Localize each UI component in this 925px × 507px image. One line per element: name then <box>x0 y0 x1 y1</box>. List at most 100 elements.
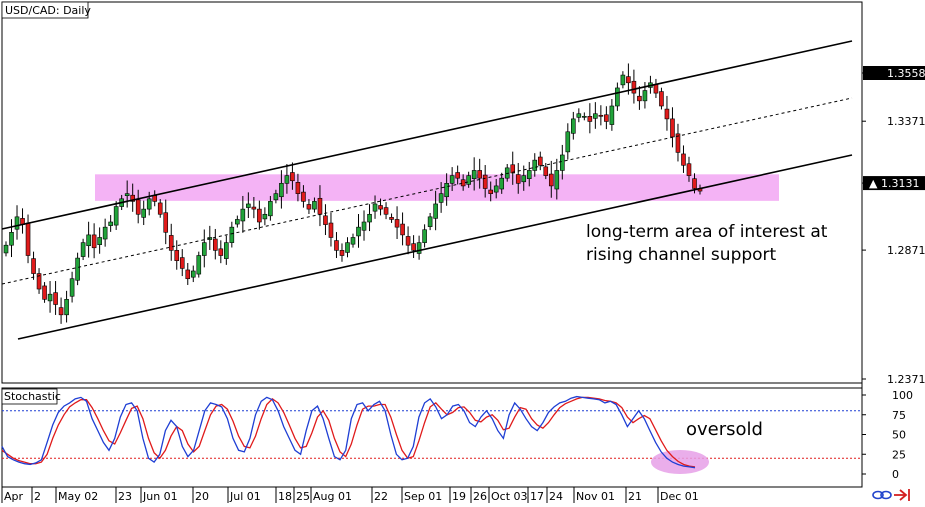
candle <box>102 218 108 247</box>
candle-body <box>444 183 449 198</box>
candle <box>433 190 438 231</box>
candle <box>130 183 135 212</box>
candle-body <box>124 193 130 197</box>
candle <box>477 158 482 189</box>
candle-body <box>179 257 185 269</box>
candle <box>124 180 130 208</box>
candle <box>257 200 262 230</box>
candle-body <box>659 91 664 107</box>
candle-body <box>389 217 394 220</box>
candle <box>179 249 185 277</box>
candle-body <box>64 299 69 316</box>
candle-body <box>692 178 697 189</box>
candle <box>438 182 444 213</box>
date-tick-label: 2 <box>34 490 41 503</box>
candle-body <box>53 292 58 305</box>
candle <box>565 123 571 160</box>
candle-body <box>455 172 460 179</box>
candle <box>91 223 97 259</box>
date-axis-layer: Apr 2 May 02 23 Jun 01 20 Jul 01 18 25 Aug 01 22 Se… <box>1 487 699 503</box>
candle-body <box>488 189 493 194</box>
candle-body <box>427 216 433 227</box>
candle <box>108 215 113 232</box>
scroll-right-icon[interactable] <box>894 489 910 501</box>
candle-body <box>576 113 582 118</box>
candle-body <box>493 185 499 193</box>
candle-body <box>130 194 135 202</box>
candle <box>262 207 268 226</box>
current-price-label: ▲ 1.3131 <box>869 177 919 190</box>
candle <box>141 200 146 226</box>
candle-body <box>185 269 191 280</box>
date-tick-label: Apr <box>4 490 24 503</box>
interest-zone <box>95 174 779 201</box>
candle-body <box>521 175 527 183</box>
date-tick-label: 25 <box>296 490 310 503</box>
candle-body <box>9 232 14 246</box>
candle-body <box>499 177 505 190</box>
candle <box>587 103 593 134</box>
candle-body <box>631 80 637 94</box>
candle-body <box>317 197 323 215</box>
candle <box>323 204 328 236</box>
candle <box>218 240 224 264</box>
candle <box>449 167 455 191</box>
candle-body <box>69 278 75 297</box>
candle-body <box>587 116 593 122</box>
candle-body <box>675 133 681 153</box>
stoch-d-line <box>1 396 696 468</box>
candle <box>14 205 20 240</box>
candle <box>427 212 433 231</box>
candle-body <box>598 114 604 117</box>
candle <box>416 235 422 260</box>
link-icon[interactable] <box>872 490 892 500</box>
candle <box>163 199 169 245</box>
date-tick-label: 20 <box>195 490 209 503</box>
candle-body <box>213 238 218 251</box>
candle <box>201 229 207 268</box>
candle <box>345 237 350 258</box>
candle-body <box>565 131 571 153</box>
candle <box>42 282 47 303</box>
candle-body <box>163 212 169 233</box>
candle <box>306 199 312 214</box>
stoch-tick-label: 75 <box>892 409 906 422</box>
candle-body <box>438 193 444 203</box>
candle <box>488 181 493 202</box>
zone-annotation-line1: long-term area of interest at <box>586 222 828 242</box>
candle <box>157 199 163 218</box>
candle-body <box>449 175 455 184</box>
candle-body <box>582 116 587 118</box>
candle <box>235 215 240 228</box>
candle <box>36 268 42 294</box>
candle <box>268 195 273 221</box>
candle <box>515 162 521 194</box>
candle-body <box>279 183 284 198</box>
highlight-price-tag <box>863 66 925 80</box>
candle <box>97 227 102 254</box>
candle-body <box>477 170 482 179</box>
candle-body <box>196 255 202 275</box>
candle <box>229 221 235 248</box>
candle <box>571 111 576 140</box>
stoch-tick-label: 100 <box>892 389 913 402</box>
candle <box>615 82 620 111</box>
candle <box>367 204 372 232</box>
price-tick-label: 1.3371 <box>887 115 925 128</box>
candle <box>53 281 58 315</box>
candle <box>135 189 141 224</box>
date-tick-label: Oct 03 <box>491 490 528 503</box>
candle-body <box>532 159 538 171</box>
candle-body <box>86 234 91 247</box>
candle <box>273 189 279 204</box>
candle <box>681 145 686 173</box>
candle <box>631 69 637 104</box>
candle <box>499 172 505 194</box>
candle <box>560 144 565 180</box>
candle <box>113 201 119 230</box>
candle-body <box>290 172 295 182</box>
candle <box>664 95 670 131</box>
candle-body <box>224 242 229 259</box>
candle-body <box>97 237 102 245</box>
candle-body <box>334 240 339 251</box>
